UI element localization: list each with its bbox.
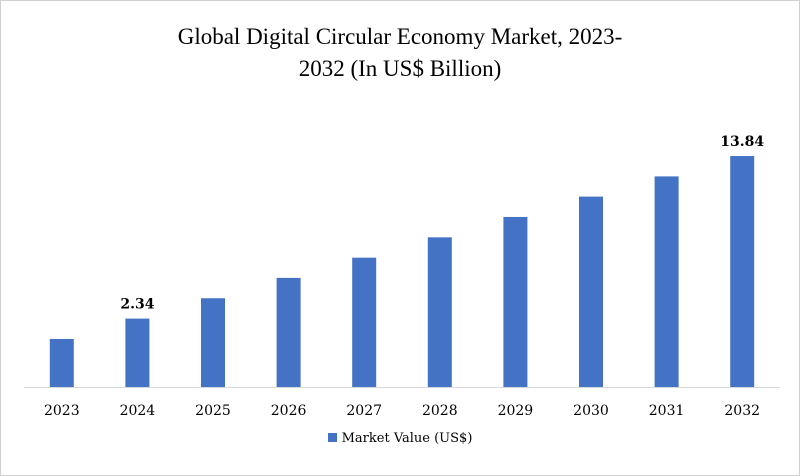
bar-2024 [125, 318, 150, 387]
bar-2029 [503, 216, 528, 387]
chart-title: Global Digital Circular Economy Market, … [1, 21, 799, 85]
x-tick-label: 2032 [724, 403, 760, 419]
data-label: 2.34 [120, 297, 154, 313]
x-tick-label: 2028 [422, 403, 458, 419]
legend-swatch [327, 433, 337, 442]
x-tick-label: 2030 [573, 403, 609, 419]
bar-2031 [654, 176, 679, 387]
chart-title-line-2: 2032 (In US$ Billion) [298, 56, 502, 81]
bar-2023 [49, 338, 74, 387]
x-tick-label: 2024 [120, 403, 156, 419]
bar-2027 [352, 257, 377, 387]
bar-2030 [579, 196, 603, 387]
legend-label: Market Value (US$) [341, 431, 473, 446]
x-tick-label: 2027 [346, 403, 382, 419]
x-tick-label: 2026 [271, 403, 307, 419]
x-tick-label: 2025 [195, 403, 231, 419]
bar-2028 [427, 237, 452, 387]
bar-2032 [730, 156, 755, 387]
chart-title-line-1: Global Digital Circular Economy Market, … [177, 24, 623, 49]
legend: Market Value (US$) [1, 431, 799, 446]
x-tick-label: 2029 [498, 403, 534, 419]
x-tick-label: 2031 [649, 403, 685, 419]
x-tick-label: 2023 [44, 403, 80, 419]
bar-2025 [201, 298, 225, 387]
data-label: 13.84 [720, 134, 764, 150]
bar-2026 [276, 277, 301, 387]
